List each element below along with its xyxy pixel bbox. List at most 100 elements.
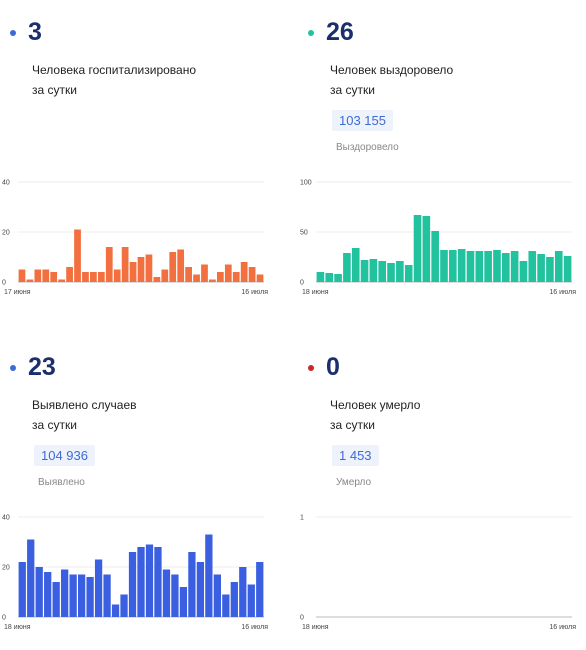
bar xyxy=(240,262,248,282)
bar xyxy=(86,577,94,617)
bar xyxy=(177,249,185,282)
bar xyxy=(18,562,26,617)
bar xyxy=(35,567,43,617)
bar xyxy=(396,261,404,282)
chart-detected: 0 20 40 18 июня 16 июля xyxy=(2,515,268,632)
bar xyxy=(248,267,256,282)
bullet-dot xyxy=(308,364,314,371)
card-recovered: 26 Человек выздоровело за сутки 103 155 … xyxy=(298,0,578,310)
bullet-dot xyxy=(308,29,314,36)
bar xyxy=(44,572,52,617)
bar xyxy=(103,574,111,617)
bar xyxy=(145,254,153,282)
bar xyxy=(387,263,395,282)
chart-hospitalized: 0 20 40 17 июня 16 июля xyxy=(2,180,268,297)
y-tick-label: 1 xyxy=(300,515,304,522)
bar xyxy=(501,253,510,282)
bar xyxy=(18,269,26,282)
bar xyxy=(161,269,169,282)
card-hospitalized: 3 Человека госпитализировано за сутки 0 2… xyxy=(0,0,280,310)
bar xyxy=(325,273,334,282)
bar xyxy=(179,587,188,617)
bar xyxy=(69,574,77,617)
bar xyxy=(449,250,457,282)
y-tick-label: 40 xyxy=(2,515,10,522)
bar xyxy=(413,215,422,282)
chart-died: 0 1 18 июня 16 июля xyxy=(300,515,576,632)
description: Выявлено случаев за сутки xyxy=(32,398,137,432)
daily-number: 0 xyxy=(326,353,340,381)
bar xyxy=(334,274,342,282)
bar xyxy=(185,267,192,282)
bar xyxy=(129,262,137,282)
bar xyxy=(216,272,224,282)
bar xyxy=(196,562,205,617)
bar xyxy=(169,252,177,282)
bar xyxy=(94,559,103,617)
description: Человек умерло за сутки xyxy=(330,398,421,432)
bar xyxy=(213,574,221,617)
card-detected: 23 Выявлено случаев за сутки 104 936 Выя… xyxy=(0,335,280,645)
description: Человек выздоровело за сутки xyxy=(330,63,454,97)
bar xyxy=(154,547,162,617)
y-tick-label: 0 xyxy=(2,280,6,287)
bar xyxy=(50,272,58,282)
bullet-dot xyxy=(10,29,16,36)
y-tick-label: 20 xyxy=(2,565,10,572)
bar xyxy=(528,251,537,282)
bar xyxy=(378,261,387,282)
y-tick-label: 0 xyxy=(300,615,304,622)
x-end-label: 16 июля xyxy=(241,624,268,631)
daily-number: 23 xyxy=(28,353,56,381)
y-tick-label: 40 xyxy=(2,180,10,187)
total-label: Выявлено xyxy=(38,477,85,488)
total-badge: 1 453 xyxy=(332,445,379,466)
total-label: Умерло xyxy=(336,477,372,488)
bar xyxy=(52,582,60,617)
description: Человека госпитализировано за сутки xyxy=(32,63,197,97)
bar xyxy=(90,272,97,282)
bar xyxy=(256,274,264,282)
bar xyxy=(247,584,255,617)
bar xyxy=(230,582,238,617)
bar xyxy=(97,272,105,282)
bar xyxy=(111,604,120,617)
x-end-label: 16 июля xyxy=(549,624,576,631)
bar xyxy=(431,231,439,282)
bar xyxy=(316,272,325,282)
bar xyxy=(360,260,369,282)
bar xyxy=(209,279,216,282)
y-tick-label: 20 xyxy=(2,230,10,237)
bar xyxy=(457,249,466,282)
daily-number: 3 xyxy=(28,18,42,46)
bar xyxy=(113,269,121,282)
total-label: Выздоровело xyxy=(336,142,399,153)
bar xyxy=(563,256,572,282)
bar xyxy=(105,247,113,282)
bar xyxy=(193,274,200,282)
x-start-label: 18 июня xyxy=(302,624,329,631)
x-end-label: 16 июля xyxy=(549,289,576,296)
x-end-label: 16 июля xyxy=(241,289,268,296)
bar xyxy=(137,547,145,617)
bar xyxy=(128,552,137,617)
bar xyxy=(26,279,34,282)
bar xyxy=(351,248,360,282)
daily-number: 26 xyxy=(326,18,354,46)
bar xyxy=(121,247,129,282)
bar xyxy=(493,250,501,282)
bar xyxy=(224,264,232,282)
bar xyxy=(61,569,69,617)
bullet-dot xyxy=(10,364,16,371)
headline: 3 xyxy=(10,20,42,45)
bar xyxy=(537,254,545,282)
bar xyxy=(205,534,213,617)
bar xyxy=(404,265,413,282)
bar xyxy=(440,250,448,282)
bar xyxy=(484,251,492,282)
headline: 0 xyxy=(308,355,340,380)
bar xyxy=(188,552,196,617)
bar xyxy=(77,574,86,617)
y-tick-label: 0 xyxy=(2,615,6,622)
bar xyxy=(66,267,73,282)
